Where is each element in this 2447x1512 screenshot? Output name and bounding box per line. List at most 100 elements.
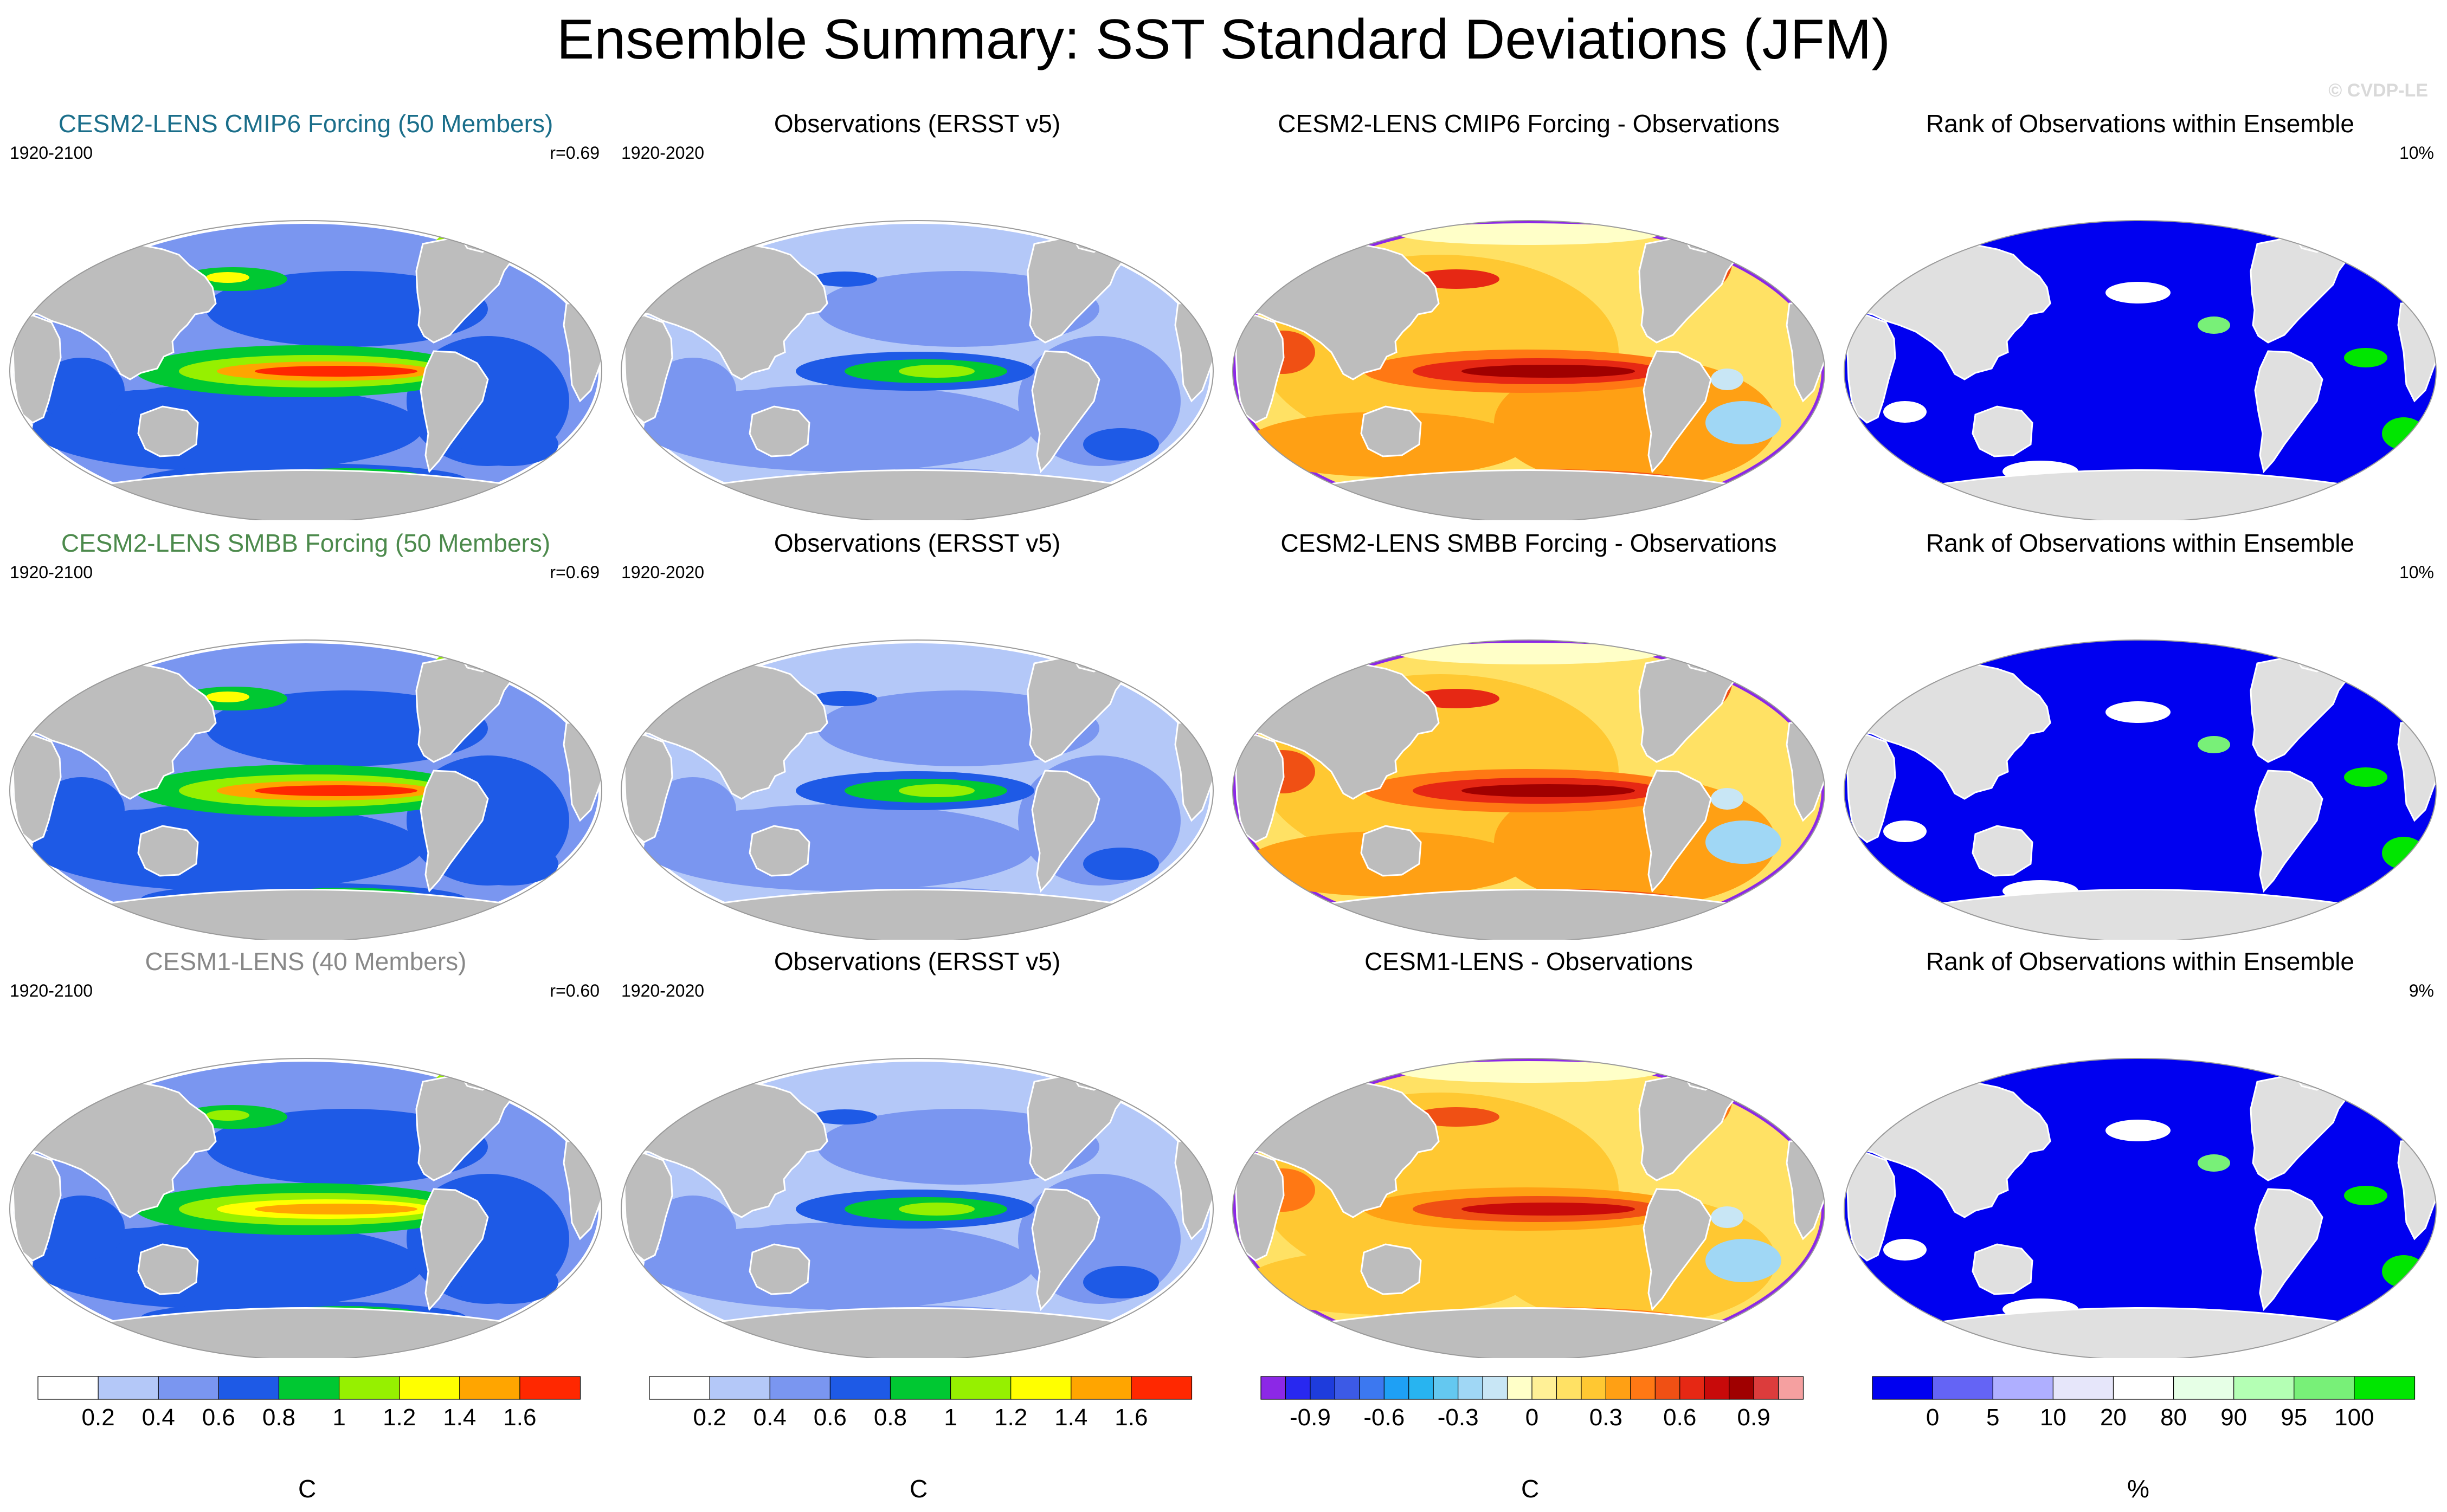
field-contour — [1413, 269, 1499, 289]
field-contour — [2198, 1154, 2230, 1172]
labelbar-tick-label: 0.2 — [693, 1404, 726, 1431]
field-contour — [649, 358, 736, 423]
labelbar-unit: % — [2127, 1475, 2149, 1503]
land-africa — [623, 1152, 673, 1262]
land-greenland — [2293, 1058, 2337, 1091]
labelbar-swatch — [1531, 1376, 1557, 1400]
field-layer — [621, 1058, 1213, 1358]
field-contour — [2198, 736, 2230, 753]
labelbar-swatch — [769, 1376, 831, 1400]
land-australia — [749, 1243, 810, 1295]
panel-title: CESM2-LENS SMBB Forcing - Observations — [1280, 529, 1777, 557]
field-contour — [2344, 767, 2387, 787]
land-africa — [12, 1152, 62, 1262]
labelbar-tick-label: 10 — [2040, 1404, 2066, 1431]
field-contour — [1083, 848, 1159, 880]
field-contour — [2344, 348, 2387, 367]
field-contour — [255, 785, 417, 796]
land-australia — [1972, 825, 2033, 877]
field-contour — [1461, 1203, 1635, 1216]
field-contour — [649, 1196, 736, 1261]
labelbar-swatch — [1932, 1376, 1994, 1400]
land-greenland — [459, 221, 503, 253]
panel-title: CESM2-LENS CMIP6 Forcing - Observations — [1278, 109, 1780, 138]
labelbar-tick-label: 1 — [944, 1404, 957, 1431]
field-contour — [38, 358, 125, 423]
land-greenland — [1682, 1058, 1725, 1091]
field-contour — [644, 1223, 1034, 1309]
land-greenland — [1070, 221, 1114, 253]
labelbar-swatch — [709, 1376, 771, 1400]
percent-label: 9% — [2409, 981, 2434, 1000]
percent-label: 10% — [2399, 563, 2434, 582]
period-label: 1920-2100 — [10, 981, 93, 1000]
map-panel-diff: CESM2-LENS CMIP6 Forcing - Observations — [1223, 98, 1834, 520]
panel-title: Observations (ERSST v5) — [774, 529, 1061, 557]
labelbar-swatch — [1131, 1376, 1193, 1400]
labelbar-tick-label: 20 — [2100, 1404, 2127, 1431]
labelbar-swatch — [1383, 1376, 1409, 1400]
land-africa — [1846, 734, 1896, 843]
labelbar-tick-label: 1.6 — [503, 1404, 536, 1431]
map-panel-sd: CESM1-LENS (40 Members) 1920-2100 r=0.60 — [0, 935, 611, 1358]
correlation-label: r=0.69 — [550, 143, 600, 163]
land-greenland — [2293, 640, 2337, 673]
map-outline — [621, 639, 1214, 940]
labelbar-swatch — [2173, 1376, 2235, 1400]
field-layer — [1233, 1058, 1825, 1358]
field-contour — [1413, 1107, 1499, 1127]
labelbar-swatch — [890, 1376, 951, 1400]
map-rank — [1844, 639, 2437, 940]
labelbar-tick-label: 1.4 — [443, 1404, 476, 1431]
labelbar-tick-label: 0.4 — [754, 1404, 787, 1431]
land-samerica — [1643, 350, 1712, 474]
field-contour — [461, 423, 558, 466]
land-africa — [1846, 1152, 1896, 1262]
labelbar-tick-label: 1.6 — [1115, 1404, 1148, 1431]
land-samerica — [420, 1188, 489, 1311]
labelbar-swatch — [1310, 1376, 1336, 1400]
labelbar-swatch — [649, 1376, 711, 1400]
land-australia — [137, 405, 199, 457]
labelbar-swatch — [1630, 1376, 1656, 1400]
field-layer — [1844, 221, 2436, 520]
field-contour — [1711, 369, 1743, 390]
labelbar-tick-label: 0.8 — [874, 1404, 907, 1431]
field-contour — [2198, 316, 2230, 334]
percent-label: 10% — [2399, 143, 2434, 163]
field-contour — [644, 804, 1034, 891]
field-contour — [1413, 689, 1499, 708]
field-contour — [899, 365, 975, 378]
field-contour — [1399, 643, 1659, 664]
labelbar-tick-label: 95 — [2281, 1404, 2307, 1431]
field-contour — [2344, 1186, 2387, 1205]
labelbar-tick-label: 1.2 — [994, 1404, 1027, 1431]
field-contour — [206, 1110, 249, 1121]
map-panel-diff: CESM2-LENS SMBB Forcing - Observations — [1223, 517, 1834, 940]
labelbar-swatch — [2233, 1376, 2295, 1400]
land-australia — [1360, 1243, 1422, 1295]
map-panel-obs: Observations (ERSST v5) 1920-2020 — [611, 98, 1223, 520]
labelbar-swatch — [1729, 1376, 1755, 1400]
labelbar-swatch — [1778, 1376, 1804, 1400]
map-outline — [1844, 1058, 2437, 1358]
map-panel-rank: Rank of Observations within Ensemble 10% — [1834, 517, 2446, 940]
labelbar-swatch — [2113, 1376, 2174, 1400]
map-outline — [621, 220, 1214, 520]
labelbar-unit: C — [1521, 1475, 1540, 1503]
field-contour — [33, 804, 423, 891]
field-contour — [1705, 401, 1781, 444]
panel-title: CESM2-LENS CMIP6 Forcing (50 Members) — [58, 109, 553, 138]
map-panel-rank: Rank of Observations within Ensemble 10% — [1834, 98, 2446, 520]
field-layer — [10, 1058, 602, 1358]
field-contour — [1461, 365, 1635, 378]
field-contour — [644, 385, 1034, 471]
labelbar-sd: 0.2 0.4 0.6 0.8 1 1.2 1.4 1.6 C — [0, 1366, 611, 1512]
land-greenland — [1070, 1058, 1114, 1091]
labelbar-swatch — [37, 1376, 99, 1400]
labelbar-tick-label: 0.8 — [262, 1404, 295, 1431]
correlation-label: r=0.60 — [550, 981, 600, 1000]
figure-title: Ensemble Summary: SST Standard Deviation… — [556, 8, 1891, 71]
field-contour — [899, 1203, 975, 1216]
labelbar-tick-label: 0.2 — [82, 1404, 115, 1431]
